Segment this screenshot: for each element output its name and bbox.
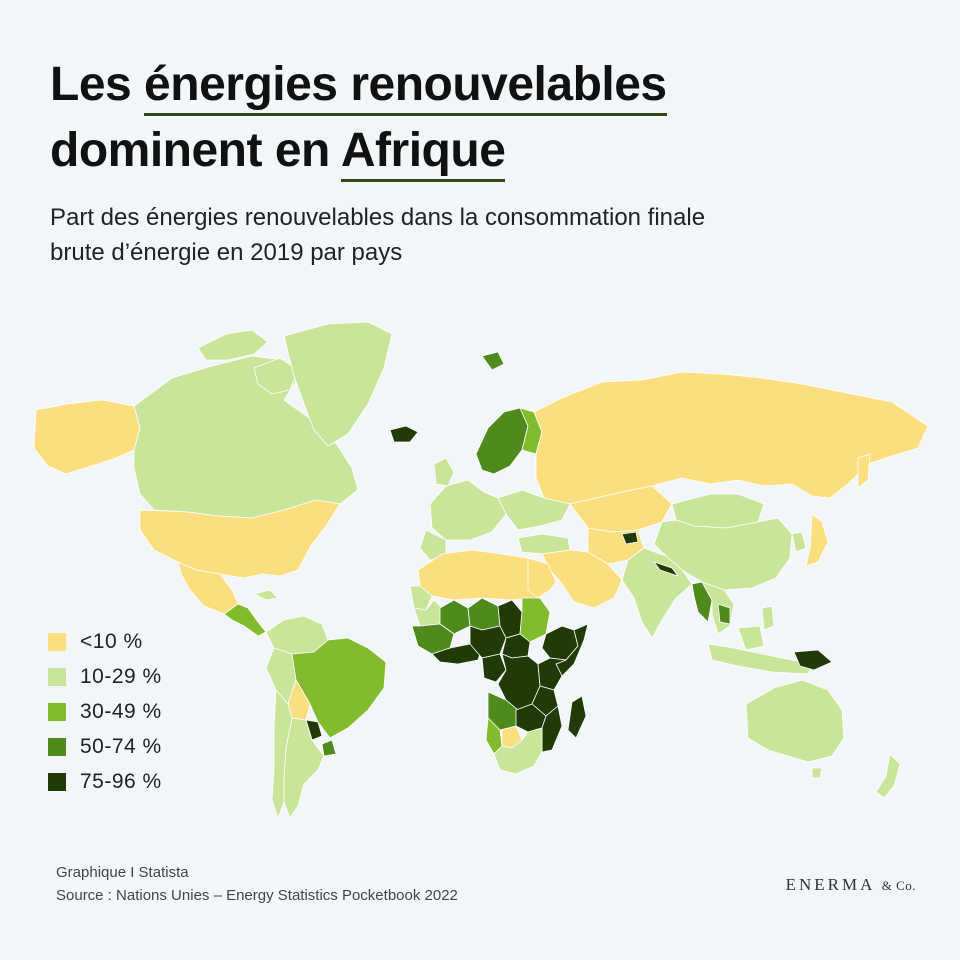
page-title: Les énergies renouvelables dominent en A… [50, 52, 910, 184]
region-niger [467, 597, 501, 631]
region-sudan [519, 597, 551, 643]
legend-item: 75-96 % [48, 764, 162, 799]
region-uk [433, 457, 455, 487]
region-caribbean [253, 589, 279, 601]
region-west-africa [411, 623, 455, 655]
region-cameroon [481, 653, 507, 683]
region-greenland [283, 321, 393, 447]
legend-label: <10 % [80, 629, 143, 653]
legend-swatch [48, 772, 66, 791]
region-baffin [253, 357, 299, 395]
region-russia [533, 371, 929, 505]
brand-suffix: & Co. [881, 878, 916, 893]
legend-item: 30-49 % [48, 694, 162, 729]
region-nepal [653, 561, 679, 577]
region-south-africa [493, 727, 543, 775]
region-tasmania [811, 767, 823, 779]
region-chile [271, 689, 293, 819]
legend-item: 50-74 % [48, 729, 162, 764]
credit-line: Graphique I Statista [56, 864, 189, 881]
region-korea [791, 531, 807, 553]
region-papua [793, 649, 833, 671]
legend-label: 75-96 % [80, 769, 162, 793]
region-kamchatka [857, 453, 871, 489]
world-map [22, 308, 940, 836]
legend-swatch [48, 667, 66, 686]
subtitle-line-1: Part des énergies renouvelables dans la … [50, 204, 706, 231]
world-map-svg [33, 321, 929, 819]
region-indonesia [707, 643, 813, 675]
region-eastern-europe [497, 489, 571, 531]
legend-swatch [48, 702, 66, 721]
region-western-sahara [409, 585, 433, 611]
source-line: Source : Nations Unies – Energy Statisti… [56, 887, 458, 904]
region-middle-east [541, 549, 623, 609]
region-tajikistan [621, 531, 639, 545]
region-new-zealand [875, 753, 901, 799]
region-borneo [737, 625, 765, 651]
legend-label: 30-49 % [80, 699, 162, 723]
title-part-1: Les [50, 58, 145, 111]
legend-swatch [48, 632, 66, 651]
title-part-3: dominent en [50, 124, 341, 177]
brand-logo: ENERMA & Co. [786, 875, 916, 895]
region-scandinavia [475, 407, 529, 475]
legend-label: 50-74 % [80, 734, 162, 758]
legend-item: <10 % [48, 624, 162, 659]
region-svalbard [481, 351, 505, 371]
legend-label: 10-29 % [80, 664, 162, 688]
region-philippines [761, 605, 775, 631]
region-australia [745, 679, 845, 763]
legend-swatch [48, 737, 66, 756]
region-uruguay [321, 739, 337, 757]
subtitle: Part des énergies renouvelables dans la … [50, 200, 910, 270]
region-laos [717, 603, 731, 625]
region-india [621, 547, 693, 639]
region-alaska [33, 399, 141, 475]
region-nigeria [469, 625, 507, 659]
legend-item: 10-29 % [48, 659, 162, 694]
title-highlight-energies: énergies renouvelables [144, 58, 667, 116]
region-madagascar [567, 695, 587, 739]
subtitle-line-2: brute d’énergie en 2019 par pays [50, 239, 403, 266]
map-legend: <10 % 10-29 % 30-49 % 50-74 % 75-96 % [48, 624, 162, 799]
source-footer: Graphique I Statista Source : Nations Un… [56, 861, 458, 907]
region-western-europe [429, 479, 507, 541]
brand-name: ENERMA [785, 875, 875, 894]
region-egypt [527, 557, 557, 599]
title-highlight-afrique: Afrique [340, 124, 506, 182]
region-canada-arctic [197, 329, 269, 361]
region-iceland [389, 425, 419, 443]
region-japan [805, 513, 829, 567]
